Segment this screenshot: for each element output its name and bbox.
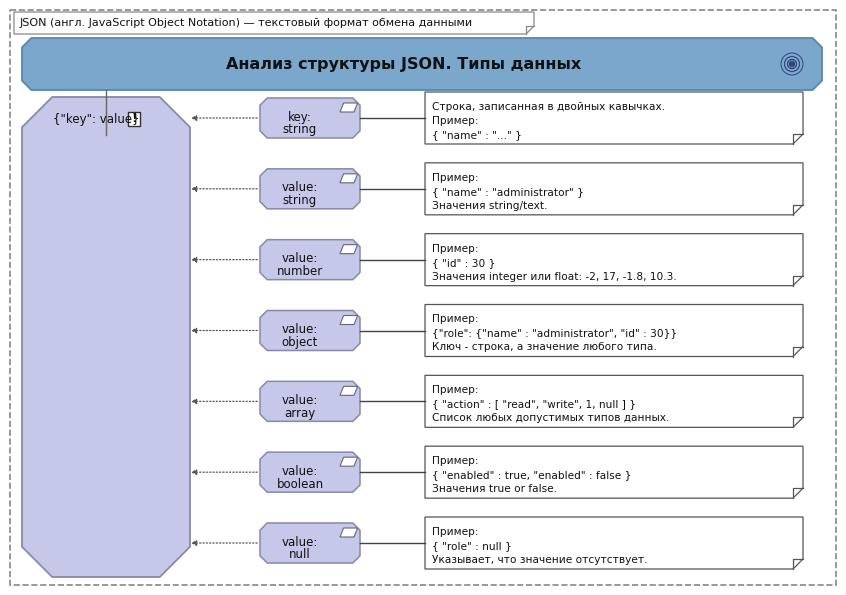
Polygon shape <box>260 240 360 280</box>
Text: Значения true or false.: Значения true or false. <box>432 484 557 494</box>
Polygon shape <box>260 523 360 563</box>
Text: value:: value: <box>282 181 318 195</box>
Text: value:: value: <box>282 465 318 478</box>
Text: value:: value: <box>282 323 318 336</box>
Text: { "id" : 30 }: { "id" : 30 } <box>432 258 496 268</box>
Polygon shape <box>425 234 803 286</box>
Text: string: string <box>283 124 317 136</box>
Text: Пример:: Пример: <box>432 116 479 126</box>
Polygon shape <box>260 381 360 421</box>
Text: Строка, записанная в двойных кавычках.: Строка, записанная в двойных кавычках. <box>432 102 665 112</box>
Text: Значения string/text.: Значения string/text. <box>432 201 547 211</box>
Polygon shape <box>425 375 803 427</box>
Text: value:: value: <box>282 394 318 407</box>
Text: { "action" : [ "read", "write", 1, null ] }: { "action" : [ "read", "write", 1, null … <box>432 399 636 409</box>
Text: { "name" : "..." }: { "name" : "..." } <box>432 130 522 140</box>
Text: !: ! <box>131 112 137 126</box>
Text: value:: value: <box>282 536 318 549</box>
Text: string: string <box>283 195 317 207</box>
Text: {"key": value}: {"key": value} <box>52 112 140 126</box>
Text: Указывает, что значение отсутствует.: Указывает, что значение отсутствует. <box>432 555 647 565</box>
Text: Пример:: Пример: <box>432 456 479 466</box>
Polygon shape <box>425 163 803 215</box>
Text: { "role" : null }: { "role" : null } <box>432 541 512 551</box>
Polygon shape <box>340 386 358 395</box>
Text: { "enabled" : true, "enabled" : false }: { "enabled" : true, "enabled" : false } <box>432 470 631 480</box>
Text: number: number <box>277 265 323 278</box>
Text: Список любых допустимых типов данных.: Список любых допустимых типов данных. <box>432 414 669 423</box>
Polygon shape <box>22 97 190 577</box>
Text: object: object <box>282 336 318 349</box>
Text: Ключ - строка, а значение любого типа.: Ключ - строка, а значение любого типа. <box>432 343 656 352</box>
Text: Пример:: Пример: <box>432 386 479 395</box>
Text: value:: value: <box>282 252 318 265</box>
Polygon shape <box>260 311 360 350</box>
Text: JSON (англ. JavaScript Object Notation) — текстовый формат обмена данными: JSON (англ. JavaScript Object Notation) … <box>20 18 473 28</box>
Polygon shape <box>340 315 358 324</box>
Text: boolean: boolean <box>277 478 323 491</box>
Polygon shape <box>260 452 360 492</box>
Polygon shape <box>260 169 360 209</box>
Text: Пример:: Пример: <box>432 315 479 324</box>
Polygon shape <box>340 528 358 537</box>
Text: key:: key: <box>288 111 312 124</box>
Polygon shape <box>425 517 803 569</box>
Polygon shape <box>340 174 358 183</box>
FancyBboxPatch shape <box>128 112 140 126</box>
Polygon shape <box>22 38 822 90</box>
Polygon shape <box>340 245 358 253</box>
Polygon shape <box>340 103 358 112</box>
Polygon shape <box>425 305 803 356</box>
Text: { "name" : "administrator" }: { "name" : "administrator" } <box>432 187 584 197</box>
Text: array: array <box>284 407 316 420</box>
Text: Пример:: Пример: <box>432 527 479 537</box>
Text: Значения integer или float: -2, 17, -1.8, 10.3.: Значения integer или float: -2, 17, -1.8… <box>432 272 677 281</box>
Polygon shape <box>425 92 803 144</box>
Polygon shape <box>260 98 360 138</box>
Polygon shape <box>340 457 358 466</box>
Text: {"role": {"name" : "administrator", "id" : 30}}: {"role": {"name" : "administrator", "id"… <box>432 328 677 339</box>
Text: null: null <box>289 549 310 562</box>
Text: Анализ структуры JSON. Типы данных: Анализ структуры JSON. Типы данных <box>227 57 581 71</box>
Text: Пример:: Пример: <box>432 244 479 253</box>
Polygon shape <box>425 446 803 498</box>
Text: Пример:: Пример: <box>432 173 479 183</box>
Polygon shape <box>14 12 534 34</box>
